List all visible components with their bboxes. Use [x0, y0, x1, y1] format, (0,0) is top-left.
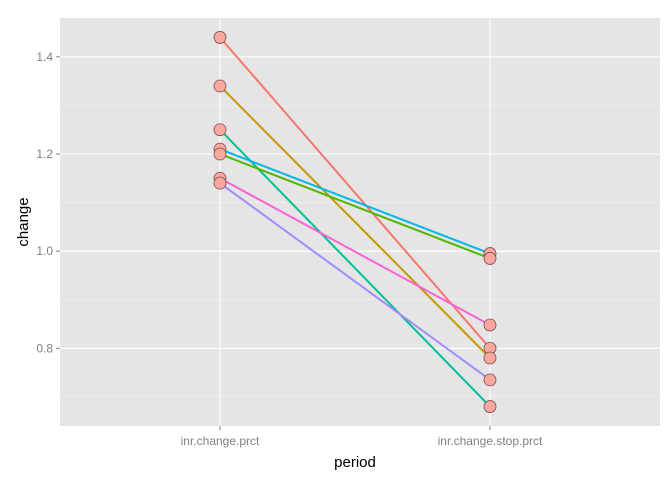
series-lines: [219, 36, 491, 408]
y-tick-label: 1.2: [36, 147, 53, 161]
data-point: [213, 31, 227, 44]
data-point: [213, 147, 227, 161]
data-point: [213, 123, 227, 137]
data-point: [213, 79, 227, 93]
series-line: [219, 153, 491, 260]
data-point: [483, 400, 497, 413]
x-axis-title: period: [334, 454, 376, 471]
data-point: [483, 252, 497, 265]
series-line: [219, 182, 491, 381]
y-tick-label: 0.8: [36, 341, 53, 355]
x-tick-label: inr.change.stop.prct: [438, 434, 543, 448]
plot-panel: [60, 18, 660, 426]
series-line: [219, 36, 491, 350]
series-line: [219, 128, 491, 408]
y-tick-label: 1.0: [36, 244, 53, 258]
series-line: [219, 148, 491, 255]
y-tick-label: 1.4: [36, 50, 53, 64]
y-axis-ticks: 0.8 1.0 1.2 1.4: [36, 50, 60, 355]
data-point: [213, 176, 227, 190]
data-point: [483, 318, 497, 332]
series-line: [219, 177, 491, 326]
data-points: [213, 31, 497, 413]
y-axis-title: change: [15, 197, 32, 246]
series-line: [219, 85, 491, 359]
x-axis-ticks: inr.change.prct inr.change.stop.prct: [181, 426, 543, 448]
data-point: [483, 373, 497, 387]
x-tick-label: inr.change.prct: [181, 434, 260, 448]
data-point: [483, 351, 497, 365]
